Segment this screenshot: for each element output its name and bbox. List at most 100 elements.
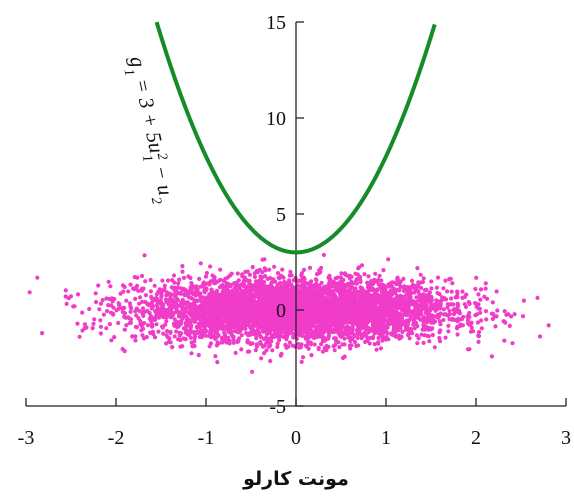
scatter-point (96, 283, 101, 288)
scatter-point (75, 321, 80, 326)
scatter-point (484, 317, 489, 322)
scatter-point (131, 286, 136, 291)
scatter-point (120, 309, 125, 314)
scatter-point (359, 263, 365, 268)
scatter-point (245, 349, 250, 354)
scatter-point (299, 342, 304, 347)
scatter-point (237, 283, 242, 288)
scatter-point (320, 349, 325, 354)
scatter-point (98, 318, 103, 323)
scatter-point (27, 290, 32, 295)
scatter-point (244, 305, 249, 310)
scatter-point (219, 294, 224, 299)
scatter-point (141, 286, 146, 291)
scatter-point (412, 290, 417, 295)
scatter-point (321, 320, 326, 325)
scatter-point (430, 326, 435, 331)
scatter-point (267, 296, 272, 301)
scatter-point (352, 333, 357, 338)
scatter-point (340, 355, 346, 361)
scatter-point (179, 291, 184, 296)
scatter-point (316, 345, 321, 350)
scatter-point (467, 347, 472, 352)
scatter-point (387, 297, 392, 303)
scatter-point (297, 332, 302, 338)
scatter-point (338, 292, 343, 297)
scatter-point (198, 261, 203, 266)
scatter-point (492, 314, 497, 319)
scatter-point (116, 320, 121, 326)
scatter-point (445, 289, 450, 294)
scatter-point (333, 287, 338, 292)
scatter-point (421, 322, 426, 327)
scatter-point (338, 325, 343, 330)
scatter-point (311, 311, 316, 316)
scatter-point (353, 321, 358, 326)
scatter-point (82, 322, 87, 327)
scatter-point (179, 312, 184, 317)
scatter-point (450, 281, 455, 286)
scatter-point (301, 288, 306, 293)
scatter-point (350, 281, 355, 286)
scatter-point (275, 334, 280, 339)
scatter-point (483, 281, 488, 286)
scatter-point (192, 303, 197, 308)
scatter-point (340, 321, 345, 326)
scatter-point (179, 300, 184, 306)
scatter-point (435, 275, 441, 280)
scatter-point (422, 306, 427, 312)
scatter-point (100, 298, 105, 303)
scatter-point (181, 275, 187, 280)
scatter-point (198, 284, 203, 289)
scatter-point (283, 290, 288, 295)
scatter-point (245, 331, 251, 336)
scatter-point (185, 331, 191, 336)
scatter-point (372, 302, 377, 307)
scatter-point (220, 338, 225, 343)
scatter-point (192, 336, 197, 341)
scatter-point (219, 299, 224, 304)
scatter-point (106, 279, 111, 284)
scatter-point (243, 296, 249, 302)
scatter-point (398, 335, 403, 340)
scatter-point (316, 305, 321, 311)
scatter-point (398, 326, 403, 331)
scatter-point (297, 319, 302, 324)
scatter-point (172, 334, 177, 339)
scatter-point (361, 290, 366, 295)
scatter-point (469, 320, 474, 325)
scatter-point (168, 291, 173, 296)
scatter-point (270, 300, 275, 305)
scatter-point (461, 314, 466, 320)
scatter-point (302, 277, 307, 282)
scatter-point (380, 325, 386, 330)
scatter-point (392, 289, 397, 294)
scatter-point (451, 302, 456, 307)
scatter-point (321, 330, 326, 335)
scatter-point (495, 308, 500, 313)
scatter-point (441, 317, 446, 323)
scatter-point (373, 271, 378, 276)
scatter-point (319, 342, 324, 347)
scatter-point (447, 277, 452, 282)
scatter-point (143, 293, 148, 298)
scatter-point (358, 278, 363, 283)
scatter-point (332, 348, 337, 353)
scatter-point (235, 271, 240, 276)
scatter-point (351, 298, 356, 303)
scatter-point (152, 283, 157, 288)
scatter-point (143, 279, 148, 284)
scatter-point (283, 328, 288, 333)
scatter-point (263, 268, 268, 273)
scatter-point (478, 297, 483, 302)
scatter-point (147, 302, 152, 307)
scatter-point (233, 350, 238, 355)
scatter-point (343, 327, 349, 332)
scatter-point (132, 275, 137, 280)
scatter-point (155, 314, 160, 319)
scatter-point (268, 358, 273, 364)
scatter-point (164, 293, 169, 298)
scatter-point (280, 267, 285, 272)
scatter-point (321, 252, 326, 258)
scatter-point (502, 338, 507, 343)
